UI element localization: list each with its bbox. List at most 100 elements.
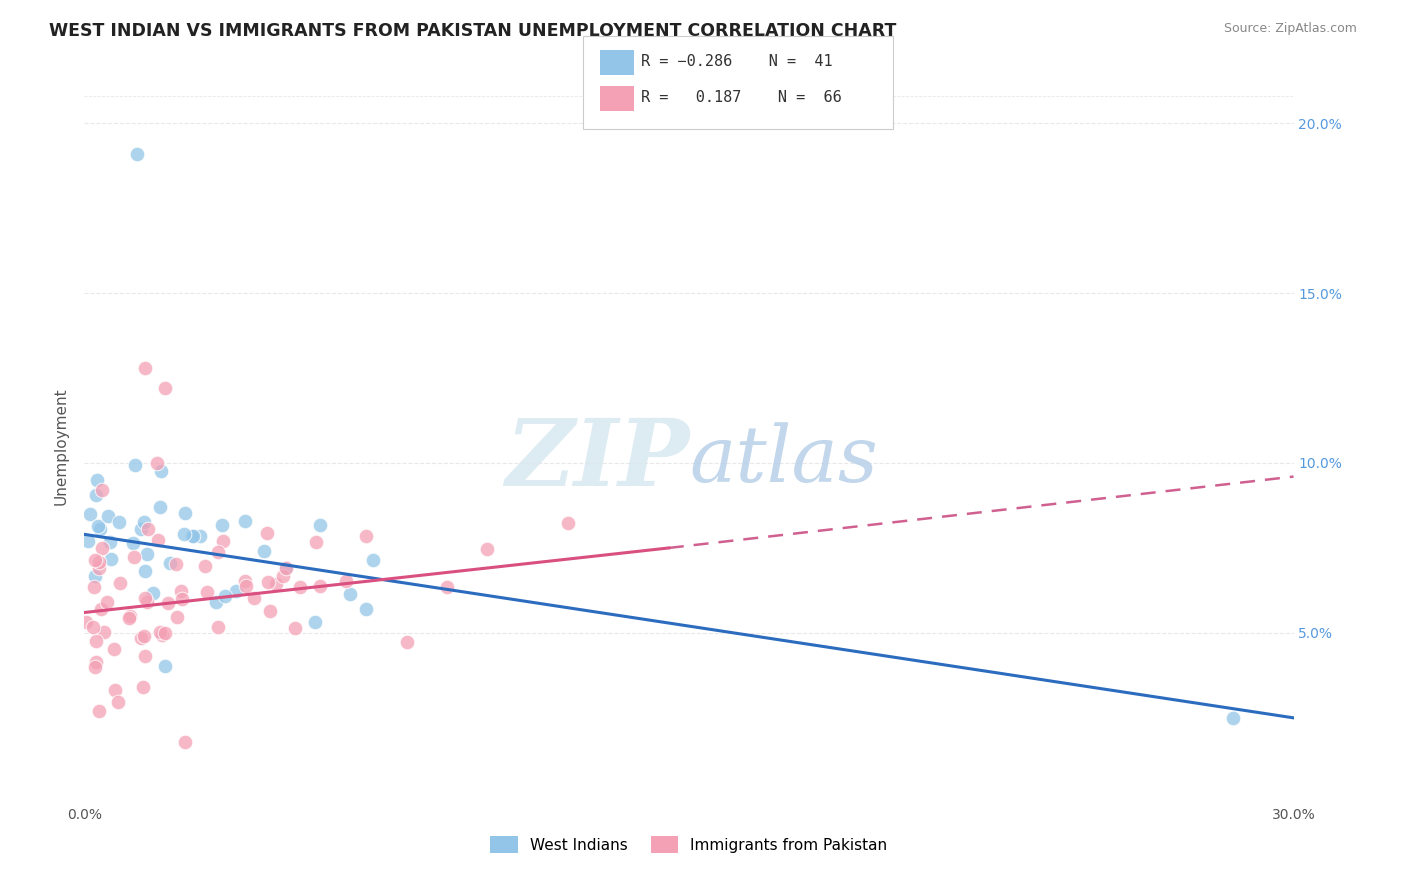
Point — [146, 456, 169, 470]
Legend: West Indians, Immigrants from Pakistan: West Indians, Immigrants from Pakistan — [484, 830, 894, 859]
Point — [90, 541, 112, 555]
Point — [225, 584, 247, 599]
Text: WEST INDIAN VS IMMIGRANTS FROM PAKISTAN UNEMPLOYMENT CORRELATION CHART: WEST INDIAN VS IMMIGRANTS FROM PAKISTAN … — [49, 22, 897, 40]
Point — [107, 695, 129, 709]
Point — [274, 560, 297, 574]
Point — [174, 506, 197, 520]
Point — [253, 544, 276, 558]
Point — [87, 704, 110, 718]
Point — [122, 549, 145, 564]
Point — [136, 522, 159, 536]
Point — [180, 529, 202, 543]
Point — [125, 146, 148, 161]
Point — [274, 561, 297, 575]
Point — [103, 642, 125, 657]
Point — [181, 528, 204, 542]
Point — [86, 518, 108, 533]
Point — [79, 508, 101, 522]
Point — [153, 659, 176, 673]
Point — [134, 564, 156, 578]
Point — [83, 553, 105, 567]
Point — [89, 555, 111, 569]
Point — [150, 464, 173, 478]
Point — [194, 559, 217, 574]
Point — [87, 561, 110, 575]
Text: Source: ZipAtlas.com: Source: ZipAtlas.com — [1223, 22, 1357, 36]
Point — [89, 522, 111, 536]
Point — [83, 581, 105, 595]
Point — [159, 556, 181, 570]
Point — [90, 483, 112, 498]
Point — [271, 568, 294, 582]
Point — [264, 577, 287, 591]
Point — [149, 624, 172, 639]
Point — [84, 655, 107, 669]
Point — [100, 552, 122, 566]
Point — [132, 681, 155, 695]
Point — [335, 574, 357, 589]
Point — [288, 580, 311, 594]
Text: atlas: atlas — [689, 422, 877, 499]
Point — [173, 527, 195, 541]
Point — [153, 381, 176, 395]
Point — [108, 515, 131, 529]
Point — [124, 458, 146, 472]
Text: R = −0.286    N =  41: R = −0.286 N = 41 — [641, 54, 832, 69]
Point — [256, 525, 278, 540]
Point — [93, 624, 115, 639]
Point — [242, 591, 264, 605]
Point — [98, 534, 121, 549]
Point — [256, 574, 278, 589]
Point — [205, 594, 228, 608]
Point — [395, 635, 418, 649]
Point — [436, 580, 458, 594]
Point — [214, 590, 236, 604]
Point — [170, 584, 193, 599]
Point — [104, 682, 127, 697]
Y-axis label: Unemployment: Unemployment — [53, 387, 69, 505]
Point — [84, 633, 107, 648]
Point — [305, 534, 328, 549]
Point — [83, 659, 105, 673]
Point — [235, 579, 257, 593]
Point — [122, 535, 145, 549]
Point — [166, 610, 188, 624]
Point — [233, 574, 256, 588]
Point — [174, 734, 197, 748]
Point — [108, 576, 131, 591]
Point — [356, 602, 378, 616]
Point — [339, 587, 361, 601]
Point — [188, 529, 211, 543]
Point — [212, 533, 235, 548]
Point — [356, 529, 378, 543]
Point — [172, 592, 194, 607]
Point — [135, 547, 157, 561]
Point — [97, 508, 120, 523]
Point — [86, 473, 108, 487]
Point — [84, 488, 107, 502]
Point — [304, 615, 326, 630]
Point — [118, 608, 141, 623]
Point — [259, 604, 281, 618]
Point — [284, 621, 307, 635]
Point — [129, 522, 152, 536]
Point — [361, 552, 384, 566]
Point — [146, 533, 169, 548]
Point — [207, 620, 229, 634]
Point — [308, 579, 330, 593]
Point — [134, 591, 156, 605]
Point — [82, 619, 104, 633]
Point — [135, 595, 157, 609]
Text: ZIP: ZIP — [505, 416, 689, 505]
Point — [118, 611, 141, 625]
Point — [477, 541, 499, 556]
Point — [76, 615, 98, 629]
Point — [134, 360, 156, 375]
Point — [134, 628, 156, 642]
Point — [96, 594, 118, 608]
Point — [233, 514, 256, 528]
Point — [134, 516, 156, 530]
Point — [142, 586, 165, 600]
Point — [195, 584, 218, 599]
Point — [1222, 711, 1244, 725]
